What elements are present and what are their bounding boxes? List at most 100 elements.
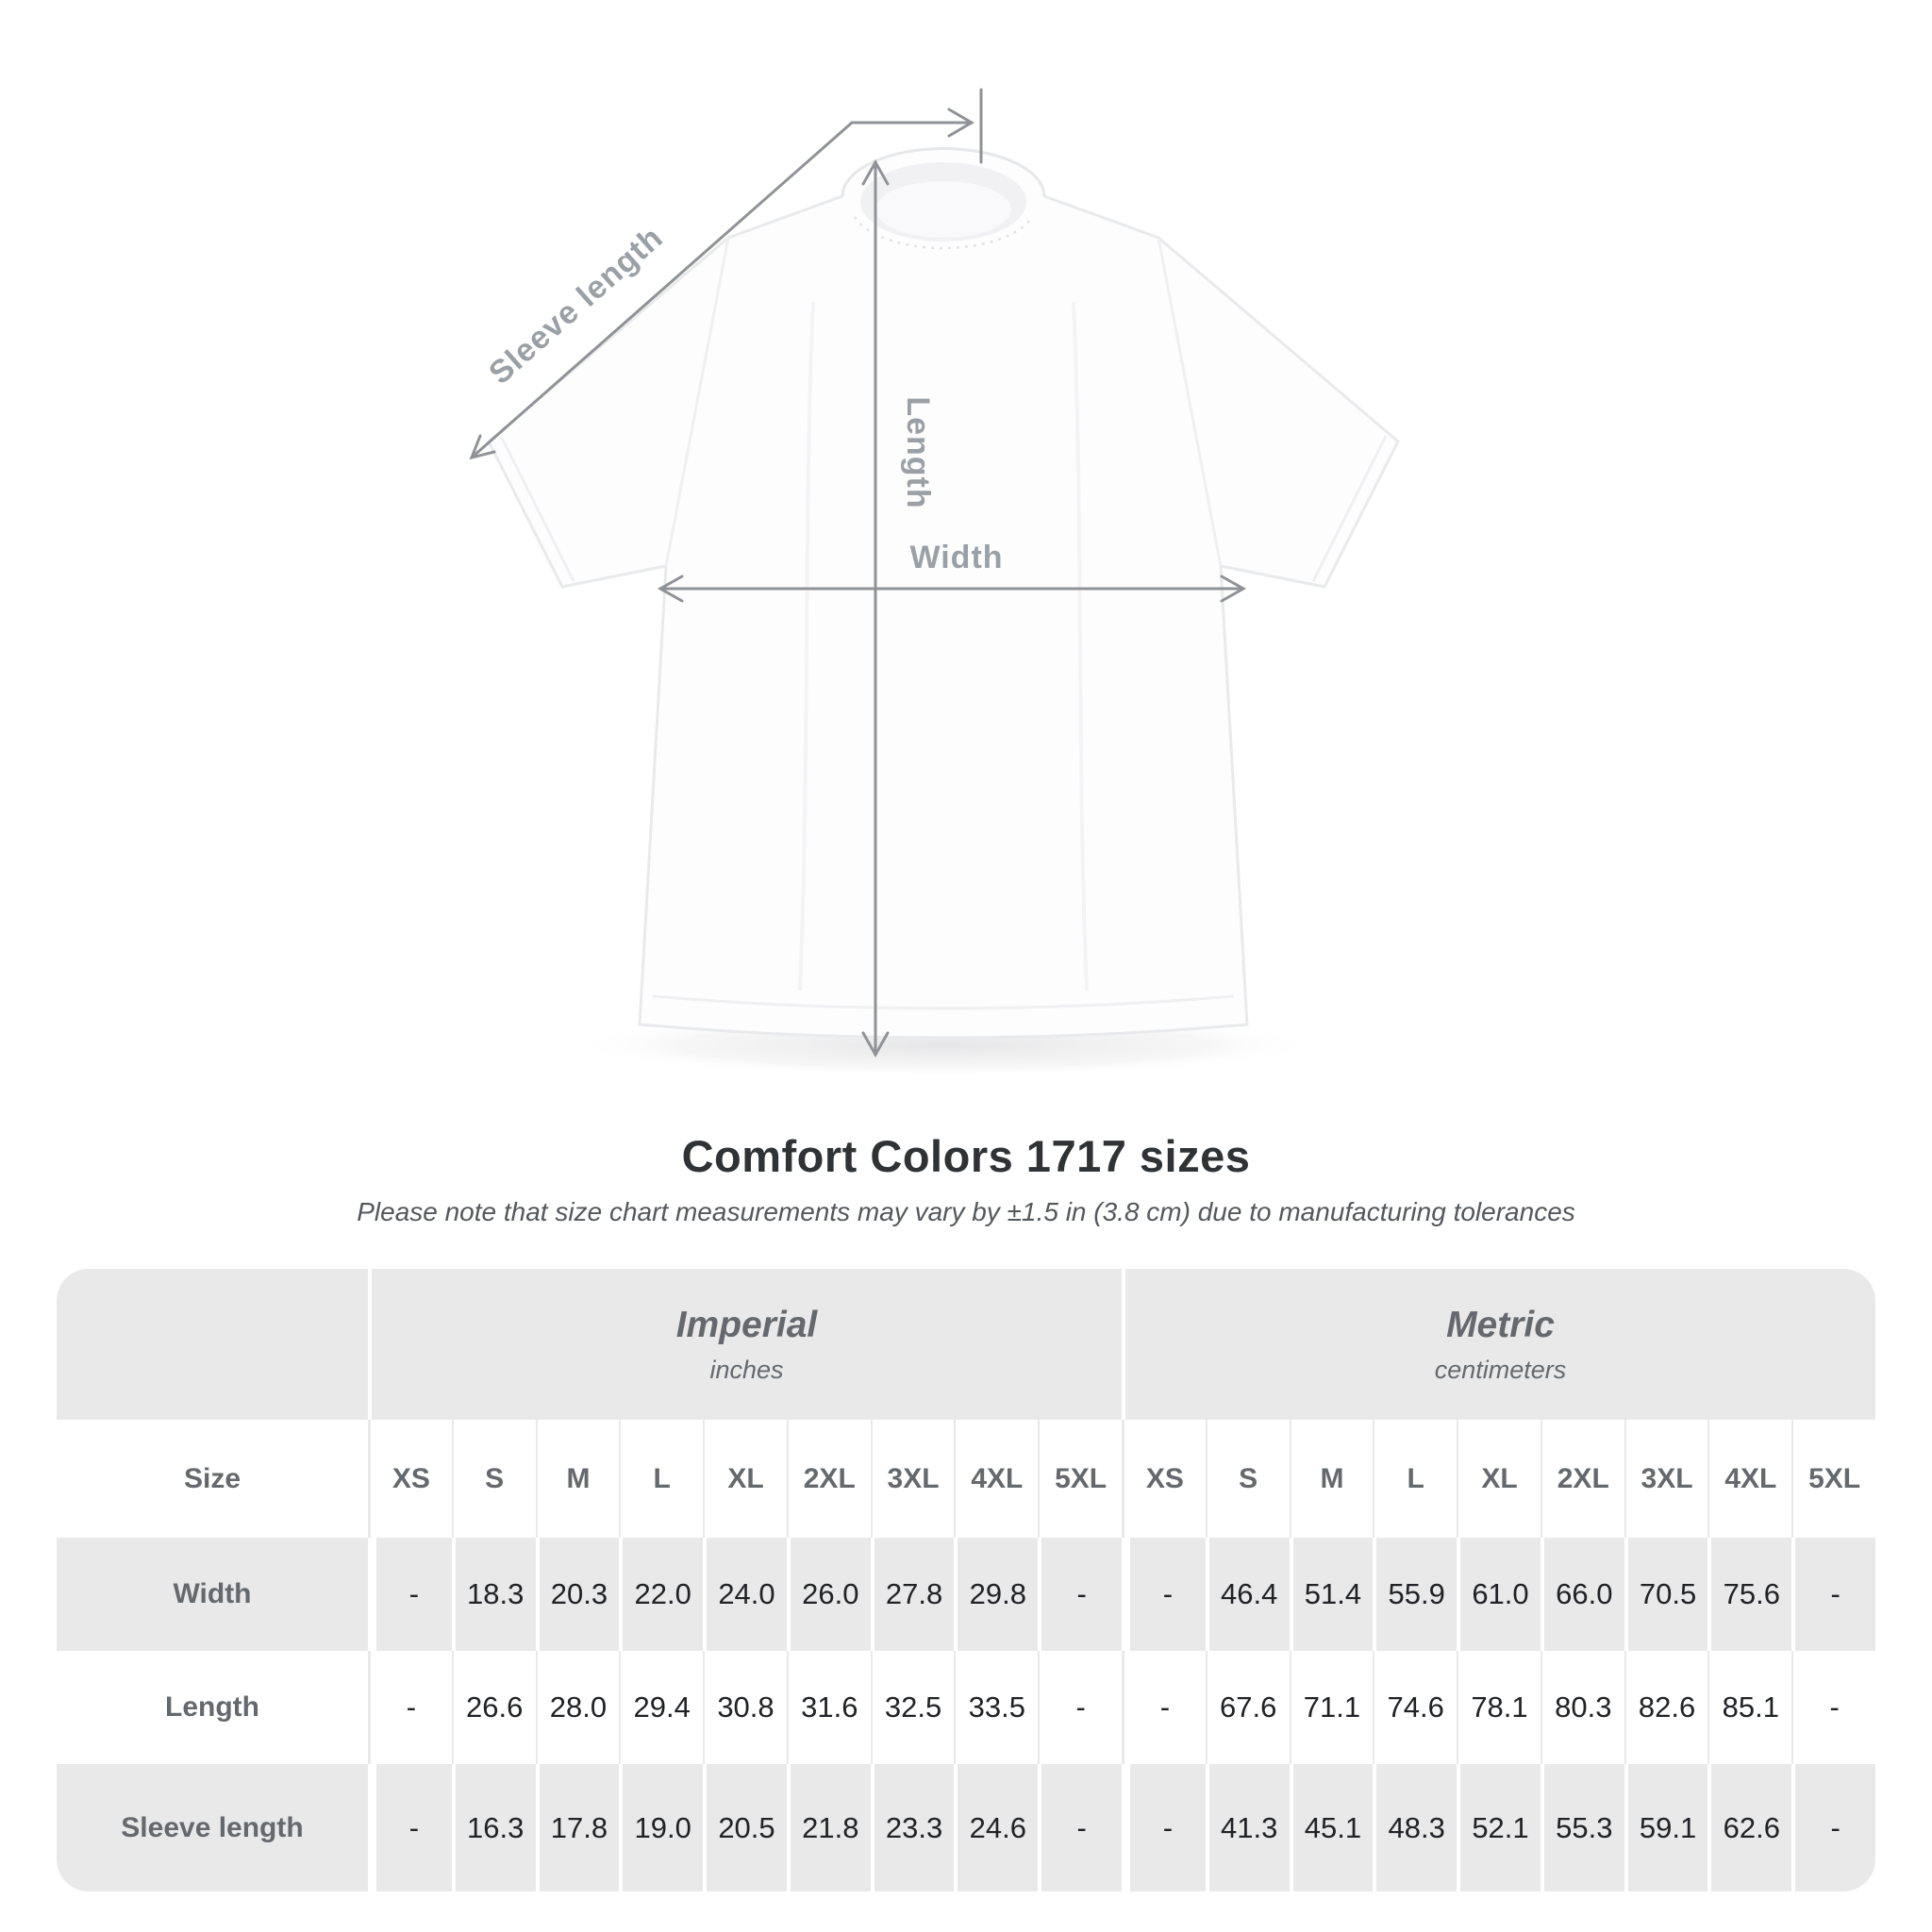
data-cell: 55.3 — [1540, 1764, 1624, 1891]
data-cell: 51.4 — [1289, 1538, 1374, 1651]
page-subtitle: Please note that size chart measurements… — [357, 1197, 1575, 1226]
table-row-sleeve-length: Sleeve length - 16.3 17.8 19.0 20.5 21.8… — [57, 1764, 1875, 1891]
data-cell: 70.5 — [1624, 1538, 1708, 1651]
size-header-cell: 4XL — [954, 1420, 1038, 1538]
data-cell: - — [1122, 1538, 1206, 1651]
size-header-cell: 4XL — [1707, 1420, 1791, 1538]
data-cell: 41.3 — [1205, 1764, 1290, 1891]
data-cell: 85.1 — [1707, 1651, 1791, 1764]
page-title: Comfort Colors 1717 sizes — [681, 1131, 1251, 1181]
data-cell: - — [1791, 1651, 1875, 1764]
data-cell: - — [368, 1538, 452, 1651]
data-cell: 27.8 — [870, 1538, 955, 1651]
tshirt-measurement-diagram: Sleeve length Length Width — [469, 88, 1400, 1077]
size-table: Imperial inches Metric centimeters Size … — [57, 1269, 1875, 1891]
data-cell: 28.0 — [535, 1651, 620, 1764]
size-header-cell: S — [451, 1420, 536, 1538]
size-header-cell: S — [1205, 1420, 1290, 1538]
size-header-row: Size XS S M L XL 2XL 3XL 4XL 5XL XS S M … — [57, 1420, 1875, 1538]
row-label-sleeve-length: Sleeve length — [121, 1811, 304, 1843]
data-cell: 23.3 — [870, 1764, 955, 1891]
sleeve-length-arrow — [469, 88, 983, 460]
size-header-label: Size — [183, 1462, 242, 1494]
table-row-width: Width - 18.3 20.3 22.0 24.0 26.0 27.8 29… — [57, 1538, 1875, 1651]
data-cell: 26.6 — [451, 1651, 536, 1764]
data-cell: 22.0 — [619, 1538, 703, 1651]
data-cell: 19.0 — [619, 1764, 703, 1891]
data-cell: 67.6 — [1205, 1651, 1290, 1764]
data-cell: - — [1791, 1764, 1875, 1891]
data-cell: 16.3 — [451, 1764, 536, 1891]
size-header-cell: XL — [1457, 1420, 1541, 1538]
data-cell: 29.4 — [619, 1651, 703, 1764]
tshirt-illustration — [487, 147, 1400, 1040]
data-cell: 20.5 — [703, 1764, 787, 1891]
size-header-cell: 3XL — [870, 1420, 955, 1538]
size-header-cell: XS — [368, 1420, 452, 1538]
data-cell: 24.0 — [703, 1538, 787, 1651]
measurement-lines — [469, 88, 1247, 1058]
size-header-cell: L — [619, 1420, 703, 1538]
width-arrow — [657, 575, 1247, 603]
data-cell: 32.5 — [870, 1651, 955, 1764]
group-header-spacer — [57, 1269, 368, 1420]
metric-label: Metric — [1446, 1304, 1555, 1345]
data-cell: 21.8 — [786, 1764, 871, 1891]
row-label-width: Width — [173, 1578, 252, 1609]
data-cell: 66.0 — [1540, 1538, 1624, 1651]
data-cell: 17.8 — [535, 1764, 620, 1891]
unit-group-header-row: Imperial inches Metric centimeters — [57, 1269, 1875, 1420]
size-header-cell: 5XL — [1791, 1420, 1875, 1538]
table-row-length: Length - 26.6 28.0 29.4 30.8 31.6 32.5 3… — [57, 1651, 1875, 1764]
imperial-sublabel: inches — [709, 1355, 784, 1384]
data-cell: 71.1 — [1289, 1651, 1374, 1764]
data-cell: 78.1 — [1457, 1651, 1541, 1764]
data-cell: 29.8 — [954, 1538, 1038, 1651]
data-cell: - — [1791, 1538, 1875, 1651]
size-header-cell: L — [1373, 1420, 1457, 1538]
data-cell: - — [1038, 1764, 1122, 1891]
data-cell: 61.0 — [1457, 1538, 1541, 1651]
size-header-cell: XS — [1122, 1420, 1206, 1538]
data-cell: 80.3 — [1540, 1651, 1624, 1764]
data-cell: - — [368, 1764, 452, 1891]
data-cell: 26.0 — [786, 1538, 871, 1651]
data-cell: - — [1122, 1764, 1206, 1891]
length-label: Length — [900, 396, 936, 508]
data-cell: 24.6 — [954, 1764, 1038, 1891]
group-header-metric: Metric centimeters — [1122, 1269, 1875, 1420]
length-arrow — [861, 158, 890, 1058]
data-cell: 62.6 — [1707, 1764, 1791, 1891]
size-header-cell: M — [535, 1420, 620, 1538]
data-cell: 33.5 — [954, 1651, 1038, 1764]
size-header-cell: 3XL — [1624, 1420, 1708, 1538]
title-block: Comfort Colors 1717 sizes Please note th… — [0, 1130, 1932, 1227]
metric-sublabel: centimeters — [1434, 1355, 1567, 1384]
data-cell: 48.3 — [1373, 1764, 1457, 1891]
group-header-imperial: Imperial inches — [368, 1269, 1122, 1420]
size-header-cell: 2XL — [1540, 1420, 1624, 1538]
data-cell: 20.3 — [535, 1538, 620, 1651]
data-cell: 45.1 — [1289, 1764, 1374, 1891]
data-cell: 31.6 — [786, 1651, 871, 1764]
row-label-length: Length — [165, 1691, 259, 1723]
data-cell: - — [1038, 1651, 1122, 1764]
data-cell: 75.6 — [1707, 1538, 1791, 1651]
width-label: Width — [909, 540, 1003, 575]
data-cell: 74.6 — [1373, 1651, 1457, 1764]
data-cell: 59.1 — [1624, 1764, 1708, 1891]
size-header-cell: 2XL — [786, 1420, 871, 1538]
data-cell: 82.6 — [1624, 1651, 1708, 1764]
size-header-cell: XL — [703, 1420, 787, 1538]
data-cell: - — [1122, 1651, 1206, 1764]
size-header-cell: M — [1289, 1420, 1374, 1538]
size-header-cell: 5XL — [1038, 1420, 1122, 1538]
imperial-label: Imperial — [675, 1304, 818, 1345]
data-cell: 46.4 — [1205, 1538, 1290, 1651]
data-cell: 18.3 — [451, 1538, 536, 1651]
data-cell: - — [368, 1651, 452, 1764]
data-cell: 30.8 — [703, 1651, 787, 1764]
data-cell: 52.1 — [1457, 1764, 1541, 1891]
data-cell: - — [1038, 1538, 1122, 1651]
